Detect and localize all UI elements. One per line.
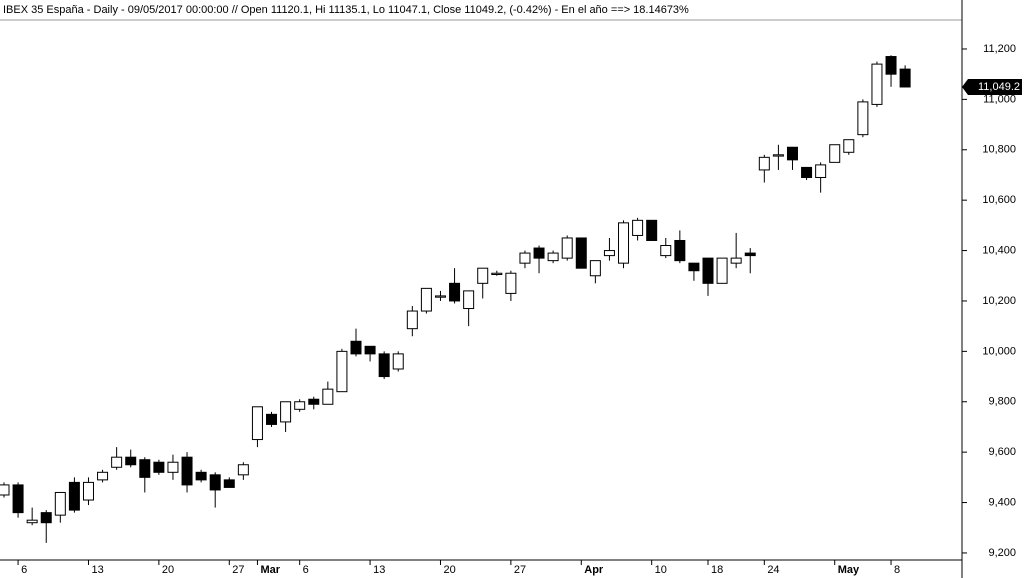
candle-body <box>603 250 615 257</box>
candle-body <box>322 388 334 405</box>
candle-body <box>491 272 503 276</box>
candle-body <box>111 456 123 468</box>
candle-body <box>82 481 94 501</box>
candle-body <box>646 219 658 241</box>
candle-body <box>857 101 869 136</box>
candle-body <box>618 222 630 264</box>
y-tick-label: 10,000 <box>982 345 1016 357</box>
y-tick-label: 10,400 <box>982 244 1016 256</box>
x-tick-label: 13 <box>373 564 385 576</box>
candle-body <box>547 252 559 262</box>
x-tick-label: 6 <box>21 564 27 576</box>
last-price-box <box>962 78 1022 95</box>
candle-body <box>54 491 66 516</box>
y-tick-label: 11,000 <box>983 93 1016 105</box>
candle-body <box>378 353 390 378</box>
candle-body <box>463 290 475 310</box>
candle-body <box>68 481 80 511</box>
x-tick-label: 27 <box>514 564 526 576</box>
candle-body <box>519 252 531 264</box>
candle-body <box>251 406 263 441</box>
candle-body <box>477 267 489 284</box>
candle-body <box>266 413 278 425</box>
candle-body <box>181 456 193 486</box>
x-tick-label: 18 <box>711 564 723 576</box>
candle-body <box>308 398 320 405</box>
candle-body <box>223 479 235 488</box>
candle-body <box>26 519 38 524</box>
candle-body <box>280 401 292 423</box>
x-tick-label: Apr <box>584 564 604 576</box>
candle-body <box>674 239 686 262</box>
candle-body <box>702 257 714 284</box>
x-tick-label: 8 <box>894 564 900 576</box>
x-tick-label: 6 <box>303 564 309 576</box>
candle-body <box>660 245 672 257</box>
candle-body <box>336 350 348 393</box>
candle-body <box>885 56 897 75</box>
y-tick-label: 9,600 <box>988 446 1016 458</box>
candle-body <box>632 219 644 236</box>
candle-body <box>815 164 827 178</box>
x-tick-label: 13 <box>91 564 103 576</box>
candle-body <box>575 237 587 269</box>
y-tick-label: 11,200 <box>983 43 1016 55</box>
candle-body <box>899 68 911 88</box>
x-tick-label: 10 <box>655 564 667 576</box>
x-tick-label: 24 <box>767 564 779 576</box>
candle-body <box>237 464 249 476</box>
candle-body <box>843 139 855 153</box>
candle-body <box>801 166 813 178</box>
candle-body <box>12 484 24 514</box>
y-tick-label: 9,800 <box>988 396 1016 408</box>
candle-body <box>829 144 841 163</box>
candle-body <box>350 340 362 355</box>
candle-body <box>434 295 446 298</box>
y-tick-label: 9,400 <box>988 496 1016 508</box>
candle-body <box>758 156 770 171</box>
candle-body <box>40 512 52 524</box>
candle-body <box>716 257 728 284</box>
candle-body <box>167 461 179 473</box>
candle-body <box>195 471 207 481</box>
y-tick-label: 10,600 <box>982 194 1016 206</box>
candle-body <box>420 287 432 312</box>
candle-body <box>406 310 418 330</box>
candle-body <box>294 401 306 410</box>
candle-body <box>786 146 798 161</box>
x-tick-label: May <box>838 564 860 576</box>
x-tick-label: 27 <box>232 564 244 576</box>
y-tick-label: 10,800 <box>982 144 1016 156</box>
candle-body <box>125 456 137 466</box>
y-tick-label: 9,200 <box>988 547 1016 559</box>
candle-body <box>139 459 151 478</box>
chart-title: IBEX 35 España - Daily - 09/05/2017 00:0… <box>3 4 689 16</box>
candle-body <box>153 461 165 473</box>
x-tick-label: Mar <box>260 564 280 576</box>
candle-body <box>533 247 545 259</box>
candle-body <box>730 257 742 264</box>
candle-body <box>97 471 109 481</box>
y-tick-label: 10,200 <box>982 295 1016 307</box>
candle-body <box>871 63 883 105</box>
x-tick-label: 20 <box>443 564 455 576</box>
candle-body <box>688 262 700 272</box>
candle-body <box>392 353 404 370</box>
x-tick-label: 20 <box>162 564 174 576</box>
candle-body <box>744 252 756 257</box>
candle-body <box>364 345 376 355</box>
candle-body <box>589 260 601 277</box>
candle-body <box>449 282 461 302</box>
candle-body <box>0 484 10 496</box>
last-price-label: 11,049.2 <box>978 81 1020 93</box>
candle-body <box>209 474 221 491</box>
candle-body <box>772 154 784 157</box>
candle-body <box>505 272 517 294</box>
candle-body <box>561 237 573 259</box>
